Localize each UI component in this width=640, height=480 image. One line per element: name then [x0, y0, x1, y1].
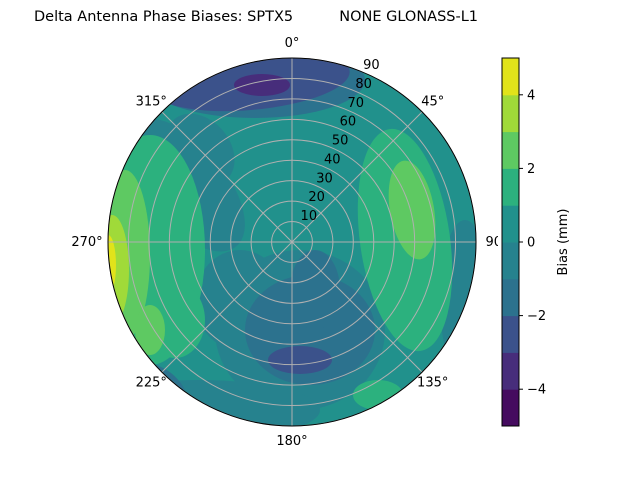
- angular-tick-label: 45°: [421, 94, 444, 109]
- radial-tick-label: 10: [301, 209, 318, 224]
- colorbar-segment: [502, 352, 519, 390]
- radial-tick-label: 20: [308, 190, 325, 205]
- colorbar-segment: [502, 278, 519, 317]
- colorbar-segment: [502, 205, 519, 243]
- colorbar-tick-label: −2: [527, 309, 546, 324]
- colorbar-segment: [502, 389, 519, 427]
- colorbar-segment: [502, 58, 519, 96]
- radial-tick-label: 30: [316, 171, 333, 186]
- colorbar-segment: [502, 131, 519, 169]
- colorbar-segment: [502, 315, 519, 353]
- colorbar-segment: [502, 94, 519, 133]
- angular-tick-label: 270°: [71, 235, 102, 250]
- colorbar-tick-label: 0: [527, 236, 535, 251]
- radial-tick-label: 40: [324, 152, 341, 167]
- angular-gridline: [291, 111, 423, 243]
- angular-tick-label: 135°: [417, 376, 448, 391]
- contour-region: [234, 74, 290, 96]
- contour-region: [108, 380, 320, 426]
- radial-tick-label: 70: [347, 96, 364, 111]
- chart-title: Delta Antenna Phase Biases: SPTX5 NONE G…: [34, 9, 479, 25]
- angular-tick-label: 0°: [285, 36, 300, 51]
- angular-tick-label: 225°: [136, 376, 167, 391]
- contour-region: [268, 346, 332, 374]
- radial-tick-label: 80: [355, 77, 372, 92]
- angular-tick-label: 180°: [276, 434, 307, 449]
- angular-gridline: [291, 241, 423, 373]
- contour-region: [290, 250, 340, 330]
- polar-frame: [107, 57, 477, 427]
- colorbar-tick-label: −4: [527, 383, 546, 398]
- contour-region: [135, 305, 165, 355]
- contour-region: [353, 380, 403, 410]
- colorbar-segment: [502, 168, 519, 206]
- colorbar-segment: [502, 242, 519, 280]
- angular-gridline: [161, 111, 293, 243]
- radial-tick-label: 60: [340, 115, 357, 130]
- angular-gridline: [161, 241, 293, 373]
- colorbar-tick-label: 2: [527, 162, 535, 177]
- colorbar-tick-label: 4: [527, 88, 535, 103]
- angular-tick-label: 315°: [136, 94, 167, 109]
- radial-tick-label: 90: [363, 58, 380, 73]
- radial-tick-label: 50: [332, 134, 349, 149]
- colorbar-label: Bias (mm): [556, 209, 571, 276]
